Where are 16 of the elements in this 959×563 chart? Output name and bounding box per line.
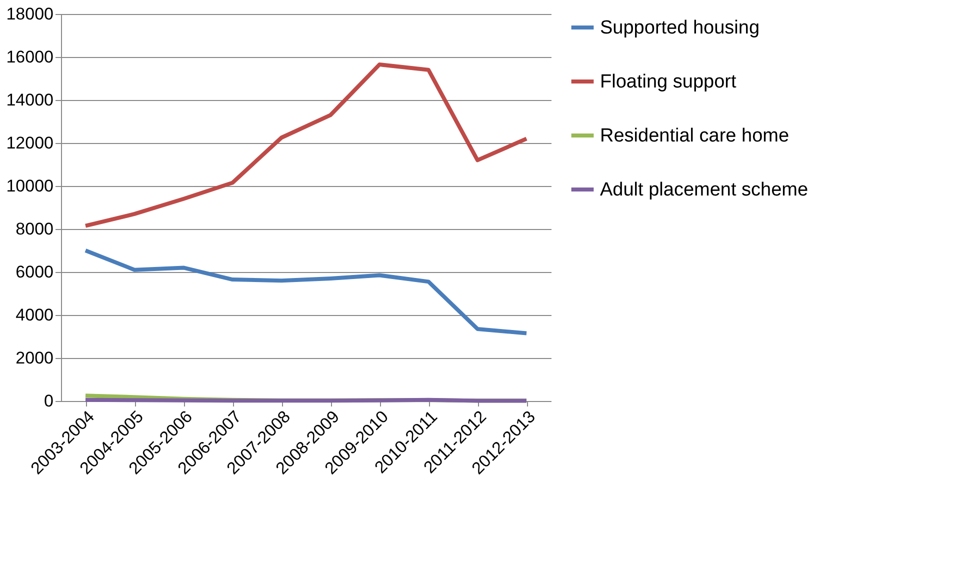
y-tick-label: 6000 <box>16 262 54 282</box>
legend-label: Supported housing <box>600 18 760 38</box>
legend-label: Floating support <box>600 72 737 92</box>
y-tick-label: 12000 <box>6 134 54 152</box>
legend-label: Residential care home <box>600 126 790 146</box>
line-series <box>84 248 528 336</box>
y-tick-label: 2000 <box>16 348 54 368</box>
y-tick-label: 18000 <box>6 4 54 24</box>
legend-label: Adult placement scheme <box>600 180 808 200</box>
y-tick-label: 8000 <box>16 220 54 238</box>
y-tick-label: 16000 <box>6 48 54 66</box>
y-tick-label: 10000 <box>6 176 54 196</box>
y-tick-label: 4000 <box>16 306 54 324</box>
y-tick-label: 14000 <box>6 90 54 110</box>
y-tick-label: 0 <box>44 392 54 410</box>
line-series <box>84 62 528 228</box>
